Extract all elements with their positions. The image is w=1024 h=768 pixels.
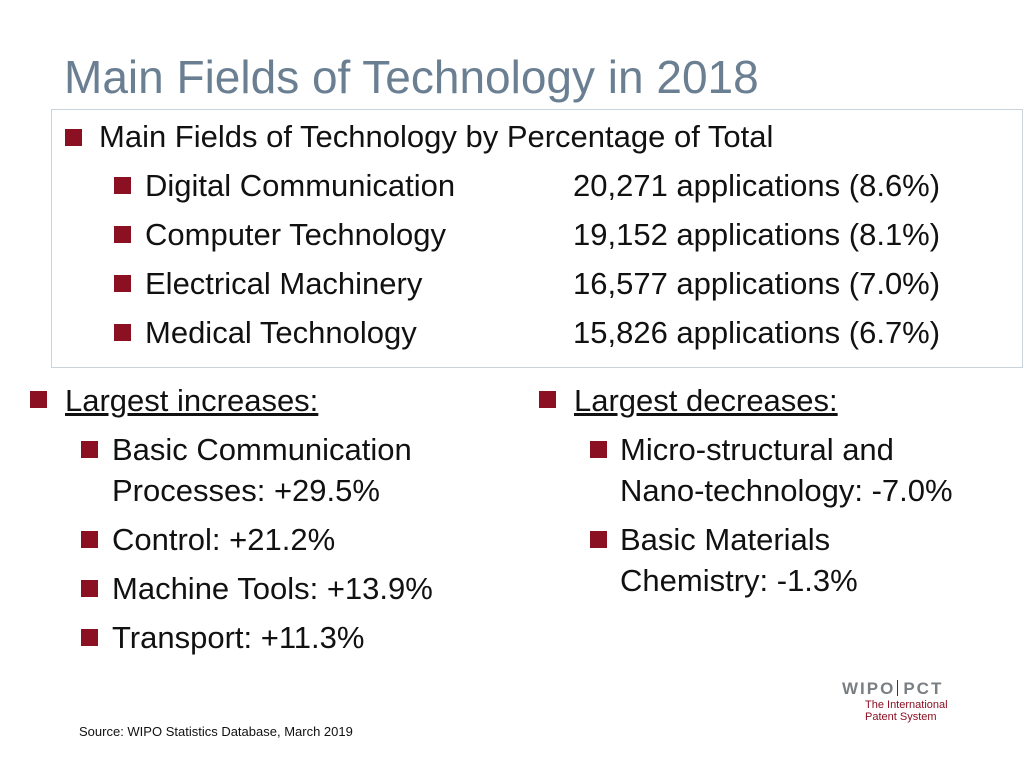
bullet-icon — [81, 580, 98, 597]
field-value: 19,152 applications (8.1%) — [573, 217, 941, 252]
bullet-icon — [114, 275, 131, 292]
bullet-icon — [65, 129, 82, 146]
decreases-heading: Largest decreases: — [574, 383, 838, 418]
logo-subtitle-2: Patent System — [865, 711, 937, 723]
field-name: Electrical Machinery — [145, 266, 423, 301]
logo-left: WIPO — [842, 679, 896, 698]
bullet-icon — [590, 531, 607, 548]
logo-right: PCT — [903, 679, 944, 698]
field-value: 20,271 applications (8.6%) — [573, 168, 941, 203]
bullet-icon — [30, 391, 47, 408]
field-name: Medical Technology — [145, 315, 417, 350]
logo-divider — [897, 680, 899, 696]
decrease-item: Chemistry: -1.3% — [620, 563, 858, 598]
bullet-icon — [114, 226, 131, 243]
increase-item: Machine Tools: +13.9% — [112, 571, 433, 606]
bullet-icon — [81, 629, 98, 646]
logo-wordmark: WIPO PCT — [842, 679, 948, 699]
bullet-icon — [114, 177, 131, 194]
field-value: 15,826 applications (6.7%) — [573, 315, 941, 350]
bullet-icon — [81, 441, 98, 458]
increases-heading: Largest increases: — [65, 383, 319, 418]
logo-subtitle-1: The International — [865, 699, 948, 711]
bullet-icon — [114, 324, 131, 341]
bullet-icon — [590, 441, 607, 458]
decrease-item: Basic Materials — [620, 522, 831, 557]
fields-box — [51, 109, 1023, 368]
increase-item: Processes: +29.5% — [112, 473, 380, 508]
bullet-icon — [81, 531, 98, 548]
increase-item: Basic Communication — [112, 432, 412, 467]
decrease-item: Micro-structural and — [620, 432, 894, 467]
wipo-pct-logo: WIPO PCT The International Patent System — [842, 679, 948, 723]
increase-item: Control: +21.2% — [112, 522, 336, 557]
field-value: 16,577 applications (7.0%) — [573, 266, 941, 301]
slide-title: Main Fields of Technology in 2018 — [64, 51, 759, 103]
increase-item: Transport: +11.3% — [112, 620, 365, 655]
box-heading: Main Fields of Technology by Percentage … — [99, 119, 774, 154]
field-name: Digital Communication — [145, 168, 456, 203]
bullet-icon — [539, 391, 556, 408]
field-name: Computer Technology — [145, 217, 446, 252]
source-note: Source: WIPO Statistics Database, March … — [79, 724, 353, 739]
decrease-item: Nano-technology: -7.0% — [620, 473, 953, 508]
